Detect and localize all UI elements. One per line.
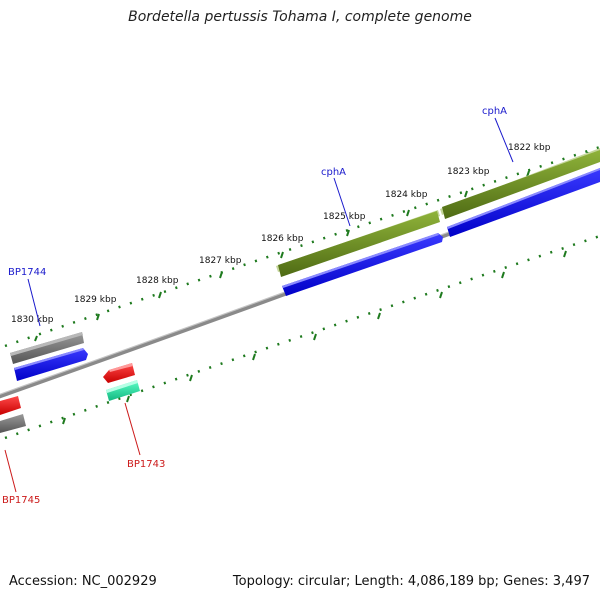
scale-labels: 1830 kbp 1829 kbp 1828 kbp 1827 kbp 1826… bbox=[11, 143, 551, 325]
forward-cds[interactable] bbox=[282, 233, 443, 296]
gene-labels: cphA cphA BP1744 BP1743 BP1745 bbox=[2, 106, 507, 506]
kbp-label: 1823 kbp bbox=[447, 167, 490, 177]
kbp-label: 1826 kbp bbox=[261, 234, 304, 244]
reverse-cds[interactable] bbox=[0, 396, 21, 415]
kbp-label: 1824 kbp bbox=[385, 190, 428, 200]
kbp-label: 1822 kbp bbox=[508, 143, 551, 153]
outer-tick-ring bbox=[4, 145, 600, 348]
map-title: Bordetella pertussis Tohama I, complete … bbox=[128, 9, 472, 25]
forward-cds[interactable] bbox=[447, 168, 600, 237]
gene-label-BP1743: BP1743 bbox=[127, 459, 165, 470]
gene-olive-cphA[interactable] bbox=[440, 148, 600, 219]
forward-cds[interactable] bbox=[14, 348, 88, 381]
kbp-label: 1827 kbp bbox=[199, 256, 242, 266]
genome-summary-text: Topology: circular; Length: 4,086,189 bp… bbox=[232, 574, 590, 589]
gene-label-cphA: cphA bbox=[321, 167, 346, 178]
gene-label-cphA: cphA bbox=[482, 106, 507, 117]
reverse-cds[interactable] bbox=[103, 363, 135, 383]
gene-gray[interactable] bbox=[10, 332, 84, 364]
kbp-label: 1829 kbp bbox=[74, 295, 117, 305]
gene-gray[interactable] bbox=[0, 414, 26, 433]
kbp-label: 1825 kbp bbox=[323, 212, 366, 222]
gene-label-BP1744: BP1744 bbox=[8, 267, 46, 278]
gene-label-BP1745: BP1745 bbox=[2, 495, 40, 506]
inner-tick-ring bbox=[4, 234, 600, 440]
kbp-label: 1830 kbp bbox=[11, 315, 54, 325]
accession-text: Accession: NC_002929 bbox=[9, 574, 157, 589]
gene-teal[interactable] bbox=[106, 380, 140, 401]
kbp-label: 1828 kbp bbox=[136, 276, 179, 286]
outer-major-ticks bbox=[34, 151, 589, 342]
inner-major-ticks bbox=[62, 250, 567, 425]
label-leaders bbox=[4, 117, 514, 493]
gene-olive-cphA[interactable] bbox=[276, 210, 440, 277]
